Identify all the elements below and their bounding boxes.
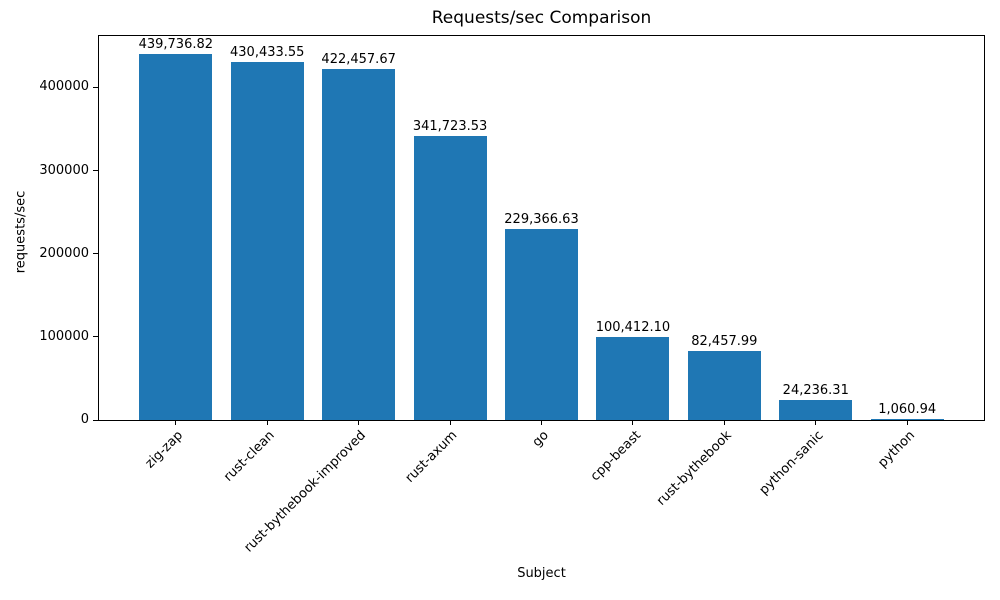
- bar: [596, 336, 670, 420]
- bar-value-label: 229,366.63: [504, 212, 579, 228]
- bar: [413, 135, 487, 420]
- bar: [504, 229, 579, 420]
- x-tick-label: rust-clean: [221, 428, 278, 485]
- bar-value-label: 24,236.31: [782, 382, 849, 398]
- bar-value-label: 100,412.10: [595, 319, 671, 335]
- x-tick-label: python-sanic: [756, 428, 827, 498]
- bar: [870, 419, 944, 420]
- bar-value-label: 341,723.53: [412, 118, 488, 134]
- x-tick-mark: [358, 421, 360, 425]
- x-tick-mark: [266, 421, 268, 425]
- x-axis-label: Subject: [517, 566, 566, 581]
- x-tick-mark: [449, 421, 451, 425]
- y-tick-label: 0: [80, 412, 89, 427]
- x-tick-label: go: [530, 428, 553, 451]
- bar-value-label: 430,433.55: [230, 45, 305, 61]
- y-tick-label: 400000: [39, 79, 89, 95]
- bar: [322, 68, 396, 420]
- y-tick-label: 100000: [39, 328, 89, 344]
- bar: [687, 351, 761, 420]
- bar: [230, 62, 304, 420]
- chart-title: Requests/sec Comparison: [431, 8, 652, 28]
- x-tick-mark: [175, 421, 177, 425]
- x-tick-mark: [632, 421, 634, 425]
- bar-value-label: 439,736.82: [138, 37, 214, 53]
- x-tick-mark: [723, 421, 725, 425]
- x-tick-label: python: [875, 428, 918, 471]
- x-tick-label: zig-zap: [142, 428, 187, 472]
- bar-value-label: 82,457.99: [691, 334, 758, 350]
- y-tick-label: 200000: [39, 245, 89, 261]
- x-tick-mark: [541, 421, 542, 425]
- y-tick-mark: [93, 253, 98, 255]
- bar: [779, 399, 853, 420]
- y-tick-label: 300000: [39, 162, 89, 178]
- bar-value-label: 1,060.94: [878, 402, 937, 417]
- x-tick-mark: [815, 421, 817, 425]
- y-tick-mark: [93, 419, 98, 421]
- y-tick-mark: [93, 336, 98, 338]
- plot-area: 0 100000 200000 300000 400000 439,736.82 zig-z…: [39, 35, 985, 555]
- x-tick-label: rust-axum: [402, 428, 461, 486]
- bar: [139, 54, 213, 420]
- y-tick-mark: [93, 170, 98, 171]
- x-tick-label: rust-bythebook: [654, 428, 735, 509]
- x-tick-mark: [906, 421, 908, 425]
- bar-value-label: 422,457.67: [321, 51, 396, 67]
- x-tick-label: cpp-beast: [587, 428, 644, 485]
- y-tick-mark: [93, 86, 98, 88]
